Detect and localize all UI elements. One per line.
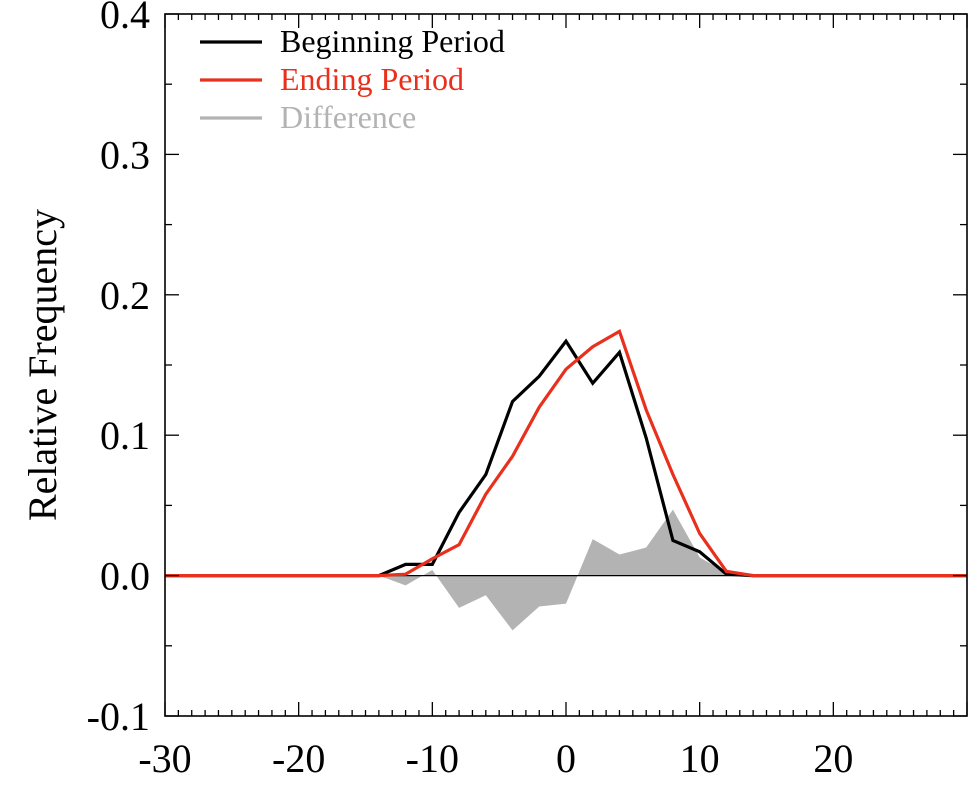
axis-ticks — [164, 13, 968, 717]
beginning-period-line — [165, 338, 967, 578]
difference-area-layer — [165, 509, 967, 631]
series-lines-layer — [165, 328, 967, 578]
x-tick-label: 20 — [813, 736, 853, 781]
y-tick-label: 0.4 — [100, 0, 150, 37]
y-tick-labels: -0.1 0.0 0.1 0.2 0.3 0.4 — [87, 0, 150, 739]
y-tick-label: 0.1 — [100, 413, 150, 458]
ending-period-line — [165, 328, 967, 578]
legend-label: Ending Period — [280, 61, 464, 97]
y-tick-label: 0.3 — [100, 132, 150, 177]
y-axis-title: Relative Frequency — [20, 209, 65, 521]
x-tick-label: -10 — [406, 736, 459, 781]
legend-label: Difference — [280, 99, 416, 135]
difference-area — [165, 509, 967, 631]
x-tick-label: 10 — [680, 736, 720, 781]
legend-label: Beginning Period — [280, 23, 505, 59]
x-tick-label: 0 — [556, 736, 576, 781]
y-tick-label: 0.2 — [100, 273, 150, 318]
x-tick-label: -30 — [138, 736, 191, 781]
y-tick-label: 0.0 — [100, 554, 150, 599]
y-tick-label: -0.1 — [87, 694, 150, 739]
x-tick-label: -20 — [272, 736, 325, 781]
x-tick-labels: -30 -20 -10 0 10 20 — [138, 736, 853, 781]
